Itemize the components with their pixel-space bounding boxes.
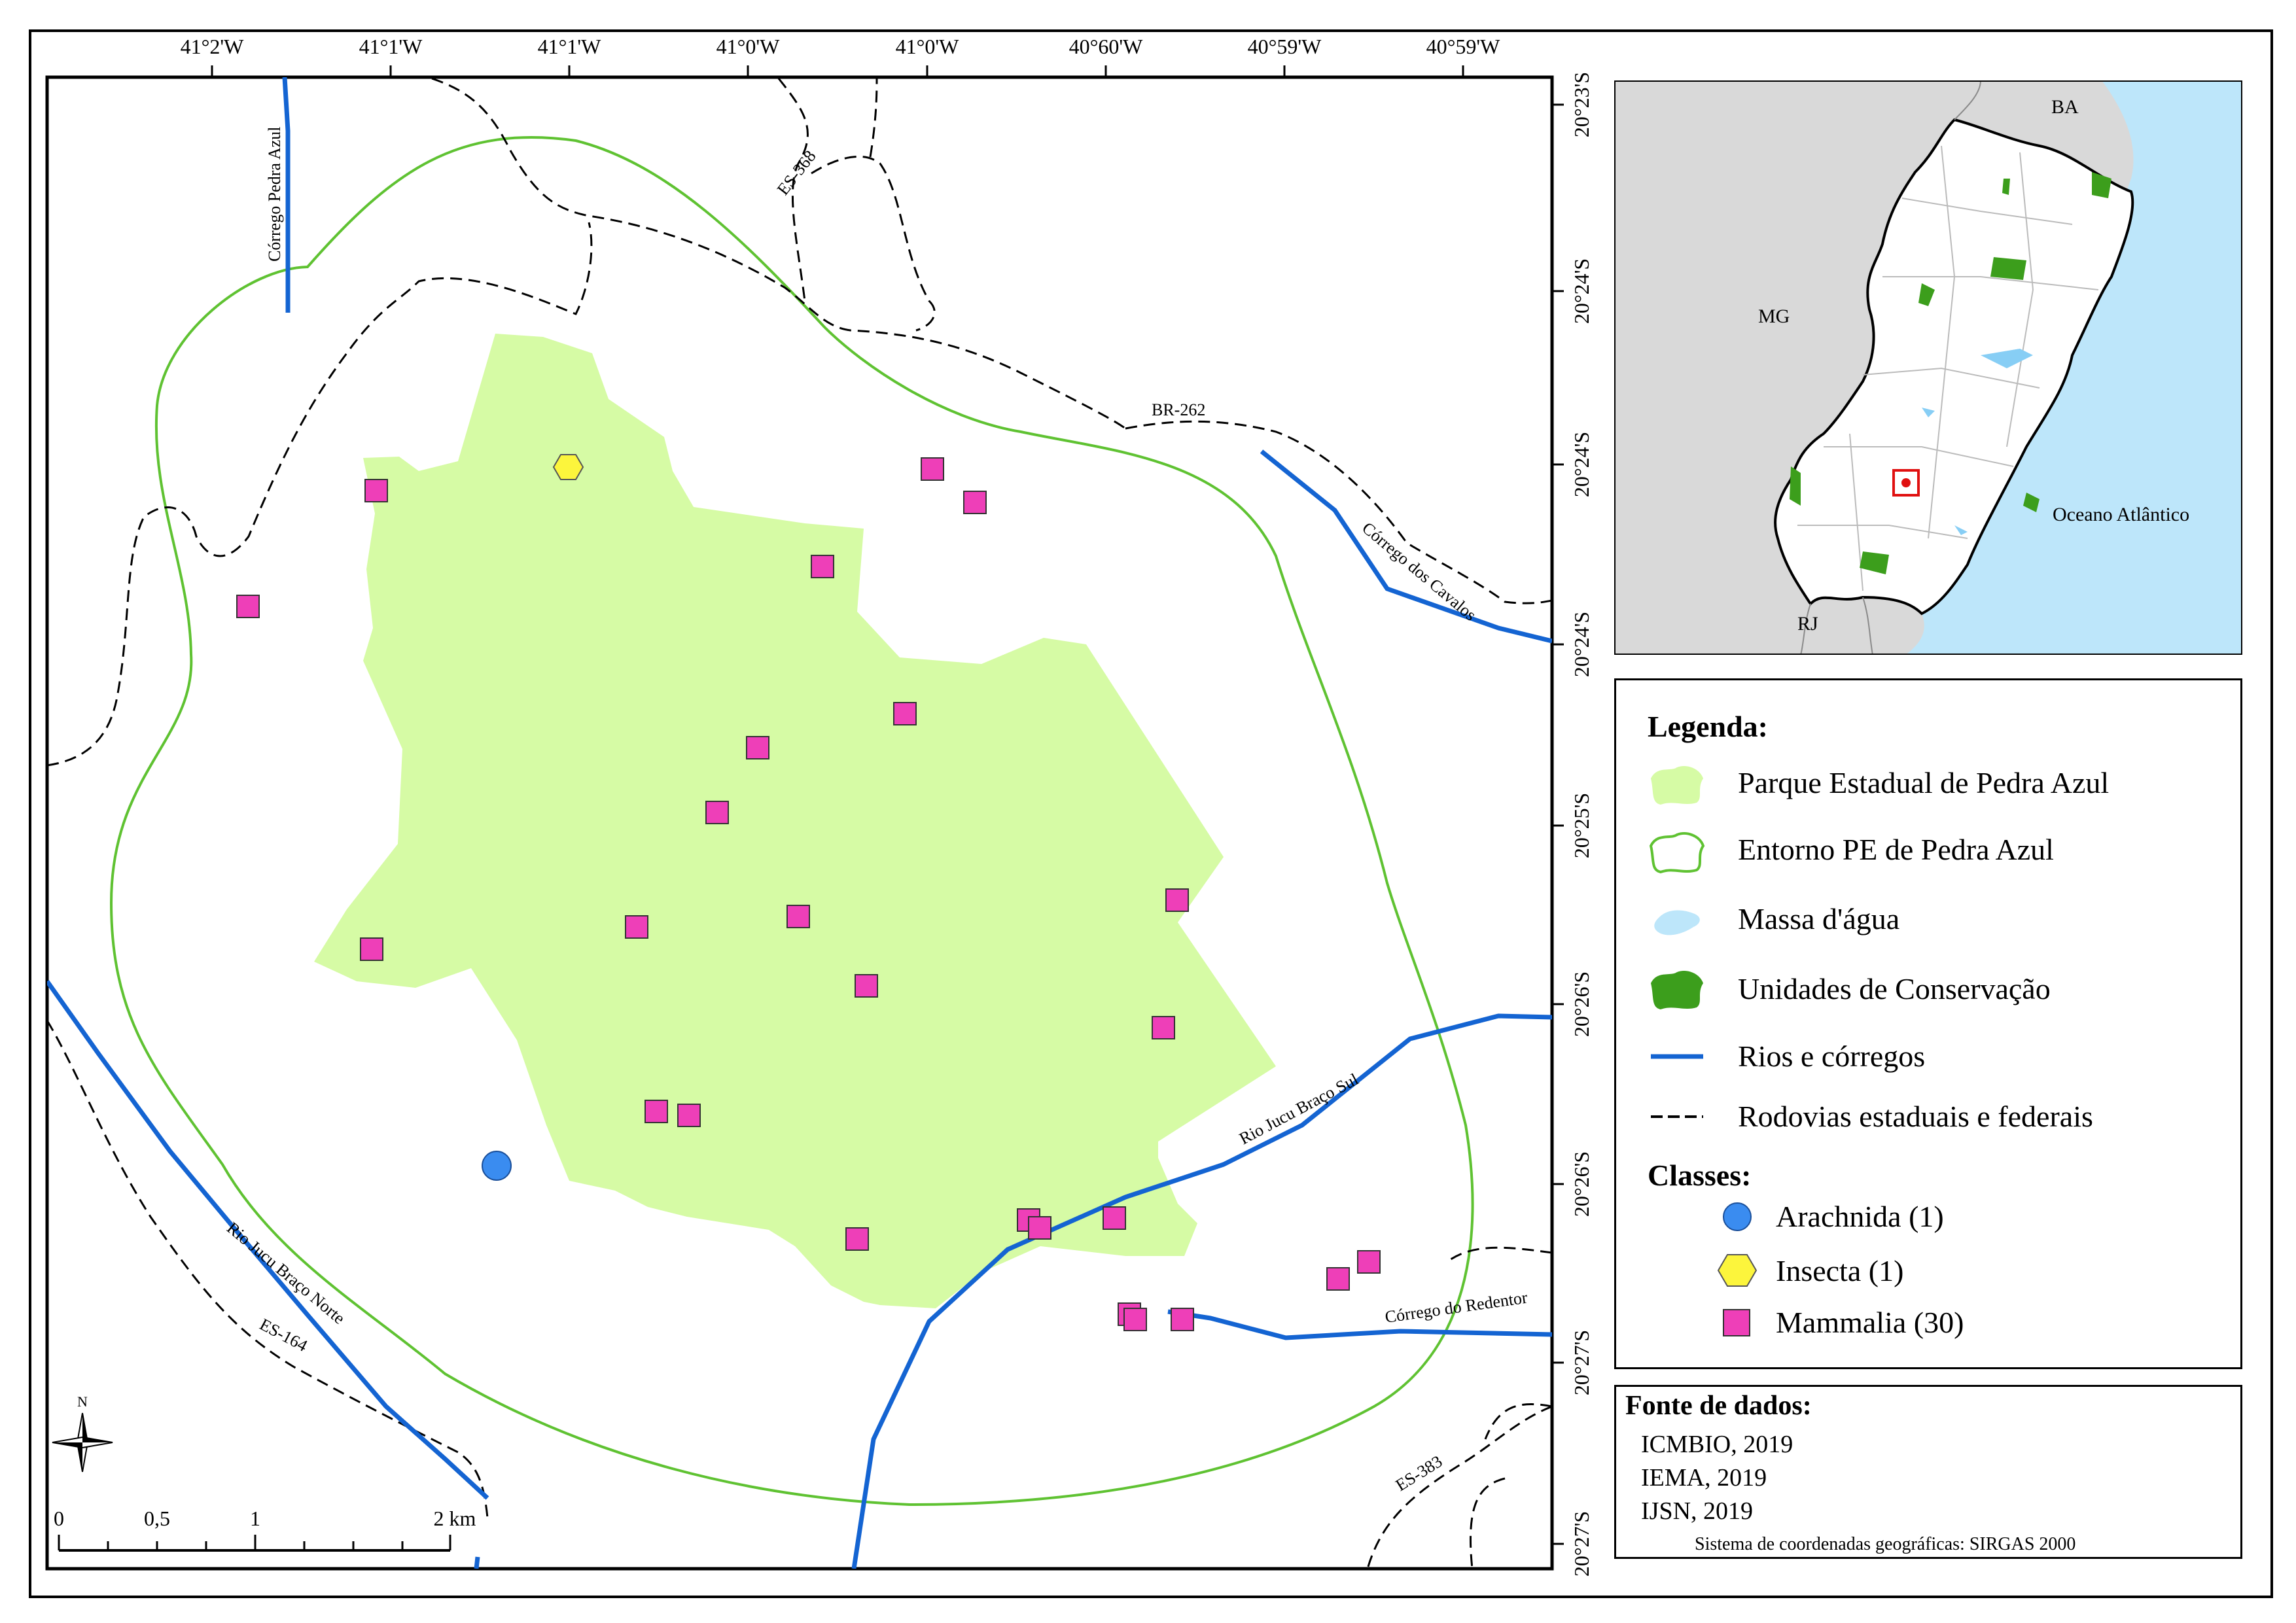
mammalia-point <box>1357 1250 1381 1274</box>
mammalia-point <box>236 595 260 618</box>
legend-item-label: Parque Estadual de Pedra Azul <box>1738 766 2110 799</box>
top-tick-label: 41°1'W <box>538 35 602 58</box>
mammalia-point <box>1103 1206 1126 1230</box>
top-tick-label: 40°60'W <box>1069 35 1144 58</box>
park-polygon <box>314 334 1276 1308</box>
legend-class-label: Insecta (1) <box>1776 1254 1904 1287</box>
top-tick-label: 40°59'W <box>1248 35 1322 58</box>
legend-arachnida-symbol <box>1723 1202 1752 1231</box>
sources-title: Fonte de dados: <box>1625 1391 1812 1421</box>
scale-bar: 0 0,5 1 2 km <box>54 1507 476 1552</box>
legend-box <box>1614 678 2242 1369</box>
right-tick-label: 20°24'S <box>1570 612 1593 677</box>
mammalia-point <box>677 1104 701 1127</box>
source-line: IJSN, 2019 <box>1641 1497 1754 1525</box>
inset-label-rj: RJ <box>1797 613 1818 635</box>
insecta-point <box>552 454 584 480</box>
legend-item-label: Rios e córregos <box>1738 1039 1926 1073</box>
right-tick-label: 20°24'S <box>1570 432 1593 497</box>
source-line: ICMBIO, 2019 <box>1641 1431 1793 1458</box>
right-tick-label: 20°27'S <box>1570 1330 1593 1395</box>
north-arrow: N <box>52 1393 113 1473</box>
inset-conservation-units <box>1790 172 2111 574</box>
legend-class-label: Mammalia (30) <box>1776 1306 1964 1339</box>
legend-class-label: Arachnida (1) <box>1776 1200 1944 1233</box>
mammalia-point <box>625 915 648 939</box>
mammalia-point <box>845 1227 869 1251</box>
source-line: IEMA, 2019 <box>1641 1464 1767 1492</box>
inset-label-mg: MG <box>1758 305 1790 327</box>
top-tick-label: 41°0'W <box>716 35 781 58</box>
legend-conservation-symbol <box>1651 970 1703 1009</box>
legend-park-symbol <box>1651 765 1703 805</box>
mammalia-point <box>645 1100 668 1123</box>
mammalia-point <box>893 702 917 725</box>
label-br262: BR-262 <box>1152 400 1205 419</box>
scale-label: 0,5 <box>144 1507 170 1530</box>
legend-mammalia-symbol <box>1723 1309 1750 1336</box>
legend-buffer-symbol <box>1649 832 1705 874</box>
mammalia-point <box>705 801 729 824</box>
mammalia-point <box>1165 888 1189 912</box>
right-tick-label: 20°24'S <box>1570 258 1593 324</box>
legend-title: Legenda: <box>1648 710 1768 743</box>
right-tick-label: 20°27'S <box>1570 1511 1593 1577</box>
legend-water-symbol <box>1654 910 1700 935</box>
right-tick-label: 20°23'S <box>1570 72 1593 137</box>
mammalia-point <box>1152 1016 1175 1039</box>
top-tick-label: 41°0'W <box>896 35 960 58</box>
mammalia-point <box>1123 1308 1147 1331</box>
scale-label: 1 <box>250 1507 260 1530</box>
right-tick-label: 20°26'S <box>1570 1151 1593 1217</box>
mammalia-point <box>1171 1308 1194 1331</box>
legend-river-symbol <box>1651 1054 1703 1059</box>
inset-label-ba: BA <box>2051 96 2079 118</box>
mammalia-point <box>1326 1267 1350 1291</box>
rivers <box>47 77 1552 1569</box>
svg-text:N: N <box>77 1393 88 1410</box>
inset-state-es <box>1774 118 2134 616</box>
legend-item-label: Massa d'água <box>1738 902 1900 935</box>
sources-box <box>1614 1385 2242 1559</box>
mammalia-point <box>855 974 878 998</box>
top-tick-marks <box>211 65 1464 77</box>
buffer-outline <box>109 136 1474 1507</box>
crs-note: Sistema de coordenadas geográficas: SIRG… <box>1695 1534 2076 1554</box>
scale-label: 2 km <box>434 1507 476 1530</box>
top-tick-label: 41°1'W <box>359 35 423 58</box>
mammalia-point <box>811 555 834 578</box>
label-corrego-pedra-azul: Córrego Pedra Azul <box>265 126 284 262</box>
mammalia-point <box>921 457 944 481</box>
mammalia-point <box>746 736 769 759</box>
mammalia-point <box>1028 1216 1051 1240</box>
right-tick-label: 20°25'S <box>1570 793 1593 858</box>
legend-item-label: Rodovias estaduais e federais <box>1738 1100 2093 1133</box>
inset-locator-box <box>1892 469 1920 497</box>
legend-item-label: Entorno PE de Pedra Azul <box>1738 833 2054 866</box>
mammalia-point <box>786 905 810 928</box>
top-tick-label: 40°59'W <box>1426 35 1501 58</box>
mammalia-points <box>236 457 1381 1331</box>
roads <box>47 77 1552 1569</box>
mammalia-point <box>364 479 388 502</box>
inset-map: BA MG RJ Oceano Atlântico <box>1614 80 2242 655</box>
top-tick-label: 41°2'W <box>181 35 245 58</box>
arachnida-point <box>482 1151 512 1181</box>
inset-label-ocean: Oceano Atlântico <box>2053 504 2189 525</box>
legend-item-label: Unidades de Conservação <box>1738 972 2051 1005</box>
mammalia-point <box>963 491 987 514</box>
scale-label: 0 <box>54 1507 64 1530</box>
mammalia-point <box>360 937 383 961</box>
right-tick-label: 20°26'S <box>1570 971 1593 1037</box>
right-tick-marks <box>1552 103 1564 1545</box>
inset-ocean <box>1905 80 2242 655</box>
legend-classes-title: Classes: <box>1648 1159 1752 1192</box>
legend-insecta-symbol <box>1717 1254 1757 1287</box>
legend-road-symbol <box>1651 1115 1703 1118</box>
